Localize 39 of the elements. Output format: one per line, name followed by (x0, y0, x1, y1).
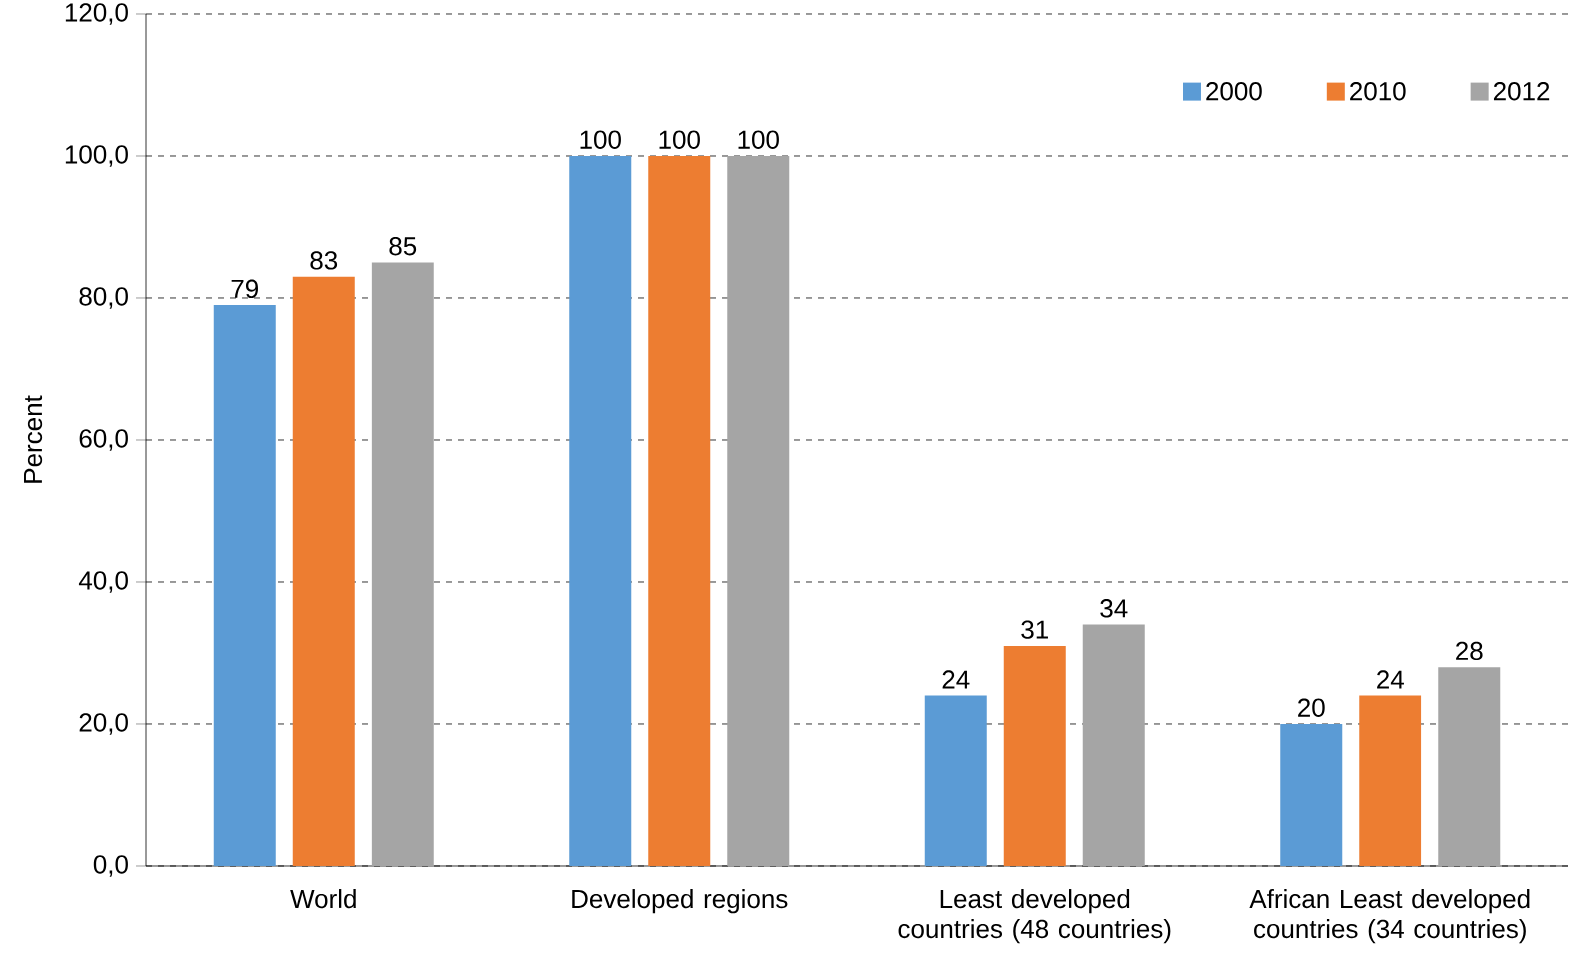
bar (292, 276, 355, 866)
data-label: 100 (738, 130, 779, 149)
y-tick-label: 20,0 (79, 713, 128, 735)
x-tick-label: Developed regions (572, 889, 788, 914)
data-label: 83 (310, 251, 338, 270)
data-label: 100 (659, 130, 700, 149)
bar (648, 155, 711, 866)
y-axis-title: Percent (24, 395, 43, 483)
legend-label: 2000 (1206, 82, 1262, 101)
x-tick-label: World (290, 889, 356, 909)
bar (569, 155, 632, 866)
data-label: 31 (1021, 620, 1048, 639)
y-tick-label: 0,0 (93, 855, 128, 877)
x-tick-label: Least developed countries (48 countries) (898, 889, 1171, 944)
bar (1438, 667, 1501, 866)
data-label: 34 (1100, 599, 1128, 618)
x-tick-label: African Least developed countries (34 countries) (1249, 889, 1530, 944)
data-label: 100 (580, 130, 621, 149)
y-tick-label: 60,0 (79, 429, 128, 451)
bar (213, 305, 276, 866)
y-tick-label: 40,0 (78, 571, 128, 593)
bar (1082, 624, 1145, 866)
bar (727, 155, 790, 866)
y-tick-label: 120,0 (65, 3, 128, 25)
data-label: 79 (231, 279, 258, 299)
data-label: 20 (1298, 698, 1325, 717)
data-label: 24 (942, 670, 970, 689)
data-label: 85 (389, 237, 417, 256)
data-label: 28 (1456, 641, 1483, 661)
data-label: 24 (1377, 670, 1404, 689)
bar (1359, 695, 1422, 866)
bar (1003, 645, 1066, 866)
y-tick-label: 80,0 (79, 287, 128, 309)
bar (371, 262, 434, 866)
legend-label: 2012 (1493, 82, 1550, 101)
bar (1280, 723, 1343, 866)
legend-label: 2010 (1350, 82, 1406, 101)
y-tick-label: 100,0 (65, 145, 128, 167)
bar (924, 695, 987, 866)
